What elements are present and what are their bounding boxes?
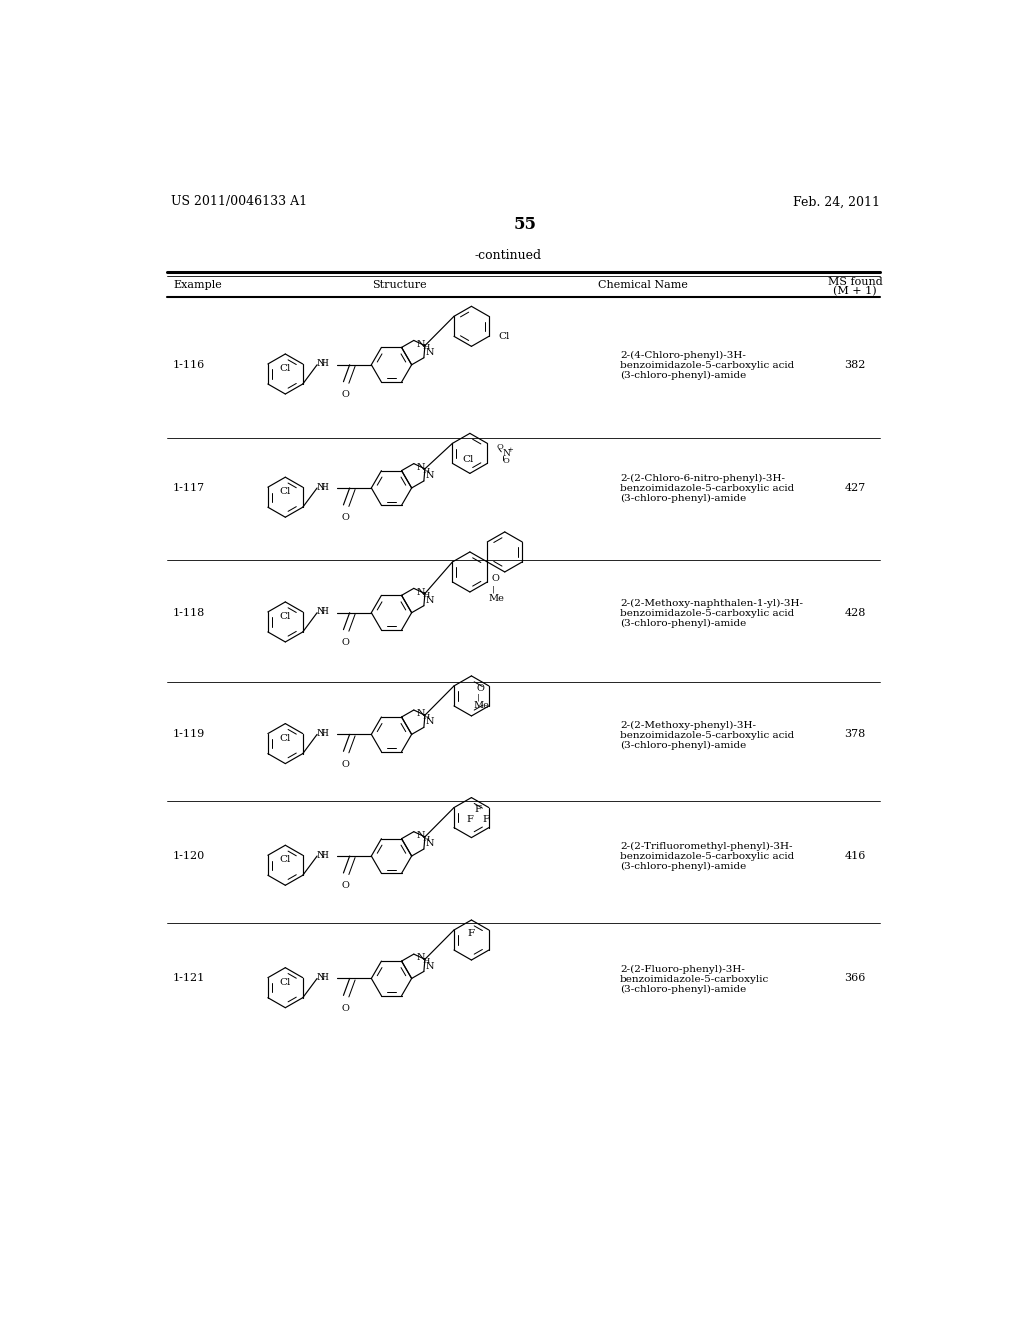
- Text: H: H: [321, 359, 328, 368]
- Text: N: N: [425, 840, 434, 849]
- Text: benzoimidazole-5-carboxylic: benzoimidazole-5-carboxylic: [621, 974, 769, 983]
- Text: O: O: [503, 457, 510, 465]
- Text: H: H: [321, 973, 328, 982]
- Text: Cl: Cl: [280, 612, 291, 620]
- Text: N: N: [316, 607, 325, 616]
- Text: 55: 55: [513, 216, 537, 234]
- Text: 416: 416: [844, 851, 865, 861]
- Text: H: H: [422, 343, 430, 351]
- Text: N: N: [417, 339, 425, 348]
- Text: H: H: [321, 729, 328, 738]
- Text: benzoimidazole-5-carboxylic acid: benzoimidazole-5-carboxylic acid: [621, 853, 795, 861]
- Text: N: N: [425, 348, 434, 356]
- Text: F: F: [474, 805, 481, 814]
- Text: 1-117: 1-117: [173, 483, 205, 492]
- Text: O: O: [341, 760, 349, 768]
- Text: H: H: [422, 591, 430, 599]
- Text: 2-(2-Fluoro-phenyl)-3H-: 2-(2-Fluoro-phenyl)-3H-: [621, 965, 745, 974]
- Text: benzoimidazole-5-carboxylic acid: benzoimidazole-5-carboxylic acid: [621, 609, 795, 618]
- Text: F: F: [467, 816, 473, 824]
- Text: H: H: [422, 834, 430, 842]
- Text: Cl: Cl: [280, 364, 291, 374]
- Text: Cl: Cl: [280, 855, 291, 865]
- Text: 2-(4-Chloro-phenyl)-3H-: 2-(4-Chloro-phenyl)-3H-: [621, 351, 746, 360]
- Text: N: N: [425, 595, 434, 605]
- Text: 366: 366: [844, 973, 865, 983]
- Text: N: N: [316, 729, 325, 738]
- Text: N: N: [316, 483, 325, 491]
- Text: 378: 378: [845, 730, 865, 739]
- Text: (3-chloro-phenyl)-amide: (3-chloro-phenyl)-amide: [621, 371, 746, 380]
- Text: (3-chloro-phenyl)-amide: (3-chloro-phenyl)-amide: [621, 494, 746, 503]
- Text: 2-(2-Methoxy-phenyl)-3H-: 2-(2-Methoxy-phenyl)-3H-: [621, 721, 756, 730]
- Text: 427: 427: [845, 483, 865, 492]
- Text: O: O: [341, 513, 349, 523]
- Text: (3-chloro-phenyl)-amide: (3-chloro-phenyl)-amide: [621, 741, 746, 750]
- Text: (3-chloro-phenyl)-amide: (3-chloro-phenyl)-amide: [621, 619, 746, 628]
- Text: Me: Me: [488, 594, 505, 602]
- Text: Cl: Cl: [280, 978, 291, 986]
- Text: Structure: Structure: [372, 280, 427, 290]
- Text: 2-(2-Chloro-6-nitro-phenyl)-3H-: 2-(2-Chloro-6-nitro-phenyl)-3H-: [621, 474, 785, 483]
- Text: US 2011/0046133 A1: US 2011/0046133 A1: [171, 195, 307, 209]
- Text: F: F: [482, 816, 488, 824]
- Text: 1-118: 1-118: [173, 607, 205, 618]
- Text: H: H: [321, 851, 328, 859]
- Text: benzoimidazole-5-carboxylic acid: benzoimidazole-5-carboxylic acid: [621, 731, 795, 739]
- Text: N: N: [417, 709, 425, 718]
- Text: Cl: Cl: [499, 331, 510, 341]
- Text: benzoimidazole-5-carboxylic acid: benzoimidazole-5-carboxylic acid: [621, 484, 795, 494]
- Text: O: O: [341, 391, 349, 399]
- Text: -continued: -continued: [474, 249, 542, 263]
- Text: 428: 428: [844, 607, 865, 618]
- Text: Cl: Cl: [463, 455, 474, 465]
- Text: O: O: [492, 573, 499, 582]
- Text: N: N: [417, 953, 425, 962]
- Text: N: N: [417, 463, 425, 473]
- Text: (3-chloro-phenyl)-amide: (3-chloro-phenyl)-amide: [621, 985, 746, 994]
- Text: MS found: MS found: [827, 277, 883, 288]
- Text: +: +: [508, 446, 513, 454]
- Text: 1-120: 1-120: [173, 851, 205, 861]
- Text: N: N: [417, 832, 425, 840]
- Text: 1-116: 1-116: [173, 360, 205, 370]
- Text: N: N: [316, 851, 325, 859]
- Text: H: H: [422, 713, 430, 721]
- Text: Feb. 24, 2011: Feb. 24, 2011: [793, 195, 880, 209]
- Text: 2-(2-Methoxy-naphthalen-1-yl)-3H-: 2-(2-Methoxy-naphthalen-1-yl)-3H-: [621, 599, 803, 609]
- Text: O: O: [341, 882, 349, 891]
- Text: O: O: [497, 444, 504, 451]
- Text: Cl: Cl: [280, 487, 291, 496]
- Text: (M + 1): (M + 1): [834, 285, 877, 296]
- Text: N: N: [425, 471, 434, 480]
- Text: 382: 382: [844, 360, 865, 370]
- Text: 1-119: 1-119: [173, 730, 205, 739]
- Text: N: N: [503, 449, 511, 458]
- Text: H: H: [422, 957, 430, 965]
- Text: N: N: [425, 961, 434, 970]
- Text: benzoimidazole-5-carboxylic acid: benzoimidazole-5-carboxylic acid: [621, 362, 795, 370]
- Text: (3-chloro-phenyl)-amide: (3-chloro-phenyl)-amide: [621, 862, 746, 871]
- Text: F: F: [468, 929, 475, 939]
- Text: Example: Example: [173, 280, 222, 290]
- Text: |: |: [492, 586, 495, 594]
- Text: N: N: [316, 359, 325, 368]
- Text: 2-(2-Trifluoromethyl-phenyl)-3H-: 2-(2-Trifluoromethyl-phenyl)-3H-: [621, 842, 793, 851]
- Text: Cl: Cl: [280, 734, 291, 743]
- Text: H: H: [422, 466, 430, 475]
- Text: |: |: [477, 693, 479, 702]
- Text: Me: Me: [474, 701, 489, 710]
- Text: Chemical Name: Chemical Name: [598, 280, 688, 290]
- Text: N: N: [316, 973, 325, 982]
- Text: H: H: [321, 607, 328, 616]
- Text: N: N: [417, 587, 425, 597]
- Text: O: O: [341, 638, 349, 647]
- Text: H: H: [321, 483, 328, 491]
- Text: 1-121: 1-121: [173, 973, 205, 983]
- Text: N: N: [425, 718, 434, 726]
- Text: O: O: [341, 1003, 349, 1012]
- Text: O: O: [476, 684, 484, 693]
